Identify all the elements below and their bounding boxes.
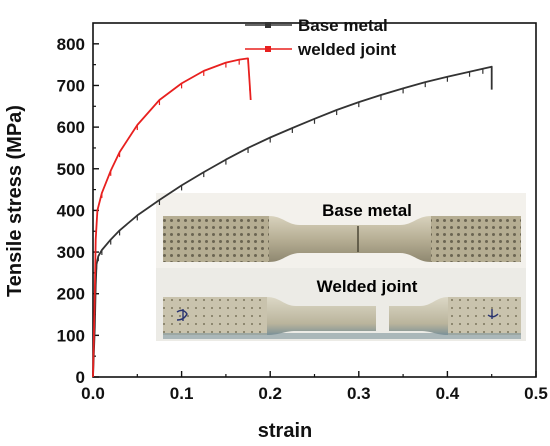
legend: Base metal welded joint	[245, 16, 397, 59]
x-tick-label-2: 0.2	[258, 384, 282, 403]
x-tick-label-5: 0.5	[524, 384, 548, 403]
legend-label-base-metal: Base metal	[298, 16, 388, 35]
weld-marker-left	[176, 309, 188, 321]
y-tick-label-1: 100	[57, 326, 85, 345]
weld-gauge-left	[267, 297, 376, 335]
y-tick-label-4: 400	[57, 201, 85, 220]
base-grip-left	[163, 216, 269, 262]
legend-marker-welded-joint	[265, 46, 271, 52]
inset-label-welded-joint: Welded joint	[317, 277, 418, 296]
x-tick-label-4: 0.4	[436, 384, 460, 403]
y-tick-label-6: 600	[57, 118, 85, 137]
y-tick-label-7: 700	[57, 76, 85, 95]
y-tick-label-8: 800	[57, 35, 85, 54]
y-tick-label-5: 500	[57, 160, 85, 179]
legend-label-welded-joint: welded joint	[297, 40, 397, 59]
series-markers-1	[94, 58, 251, 299]
x-tick-label-0: 0.0	[81, 384, 105, 403]
series-line-base-metal	[92, 65, 493, 378]
inset-label-base-metal: Base metal	[322, 201, 412, 220]
base-gauge-section	[269, 216, 431, 262]
y-axis-title: Tensile stress (MPa)	[4, 105, 26, 297]
y-tick-label-0: 0	[76, 368, 85, 387]
legend-marker-base-metal	[265, 22, 271, 28]
base-metal-specimen	[163, 216, 521, 262]
base-grip-right	[431, 216, 521, 262]
welded-joint-specimen	[163, 297, 521, 339]
y-tick-label-3: 300	[57, 243, 85, 262]
series-line-welded-joint	[92, 57, 252, 378]
x-tick-label-3: 0.3	[347, 384, 371, 403]
weld-grip-left	[163, 297, 267, 335]
x-axis: 0.0 0.1 0.2 0.3 0.4 0.5	[81, 371, 548, 403]
x-tick-label-1: 0.1	[170, 384, 194, 403]
y-tick-label-2: 200	[57, 285, 85, 304]
weld-gauge-right	[389, 297, 448, 335]
y-axis: 0 100 200 300 400 500 600 700 800	[57, 35, 99, 387]
series-layer	[92, 57, 493, 378]
x-axis-title: strain	[258, 420, 312, 442]
specimen-photo-inset: Base metal Welded joint	[156, 193, 526, 341]
weld-marker-right	[487, 309, 499, 319]
weld-shadow-band	[163, 333, 521, 339]
weld-grip-right	[448, 297, 521, 335]
